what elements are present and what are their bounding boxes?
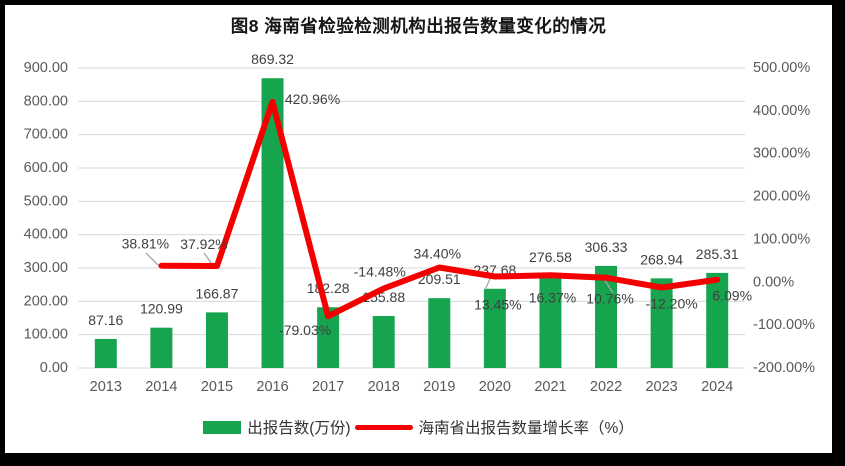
line-value-label: 34.40% <box>414 246 461 262</box>
chart-plot: 0.00 100.00 200.00 300.00 400.00 500.00 600.00… <box>24 51 816 395</box>
bar <box>261 78 284 368</box>
line-value-label: 420.96% <box>285 91 340 107</box>
chart-canvas: 图8 海南省检验检测机构出报告数量变化的情况 0.00 100.00 200.00 3… <box>5 5 832 453</box>
label-leader-line <box>203 252 213 265</box>
x-axis-label: 2021 <box>534 379 566 395</box>
x-axis-label: 2016 <box>256 379 288 395</box>
line-series-swatch-icon <box>354 424 413 430</box>
x-axis-label: 2022 <box>590 379 622 395</box>
left-axis-tick: 500.00 <box>24 193 68 209</box>
right-axis-tick: -100.00% <box>753 317 815 333</box>
bar <box>483 288 506 368</box>
bar-value-label: 276.58 <box>529 249 572 265</box>
right-axis-tick: 300.00% <box>753 146 810 162</box>
chart-legend: 出报告数(万份) 海南省出报告数量增长率（%） <box>5 415 832 439</box>
bar <box>317 307 340 368</box>
left-axis-tick: 0.00 <box>40 360 68 376</box>
left-axis-tick: 800.00 <box>24 93 68 109</box>
bar <box>94 338 117 368</box>
bar <box>150 327 173 368</box>
label-leader-line <box>145 252 159 266</box>
bar <box>539 275 562 368</box>
x-axis-label: 2018 <box>368 379 400 395</box>
bar <box>706 272 729 368</box>
x-axis-label: 2019 <box>423 379 455 395</box>
bar-value-label: 166.87 <box>196 285 239 301</box>
bar <box>372 316 395 368</box>
bar-value-label: 268.94 <box>640 251 683 267</box>
bar-value-label: 306.33 <box>585 239 628 255</box>
bar-value-label: 182.28 <box>307 280 350 296</box>
left-axis-tick: 200.00 <box>24 293 68 309</box>
line-value-label: -14.48% <box>354 263 406 279</box>
bar-value-label: 869.32 <box>251 51 294 67</box>
line-value-label: -79.03% <box>279 322 331 338</box>
left-axis-tick: 100.00 <box>24 327 68 343</box>
x-axis-label: 2023 <box>645 379 677 395</box>
label-leader-line <box>603 278 614 294</box>
bar <box>428 298 451 368</box>
bar-value-label: 209.51 <box>418 271 461 287</box>
bar-value-label: 120.99 <box>140 301 183 317</box>
line-value-label: 13.45% <box>474 297 521 313</box>
x-axis-label: 2013 <box>90 379 122 395</box>
x-axis-label: 2015 <box>201 379 233 395</box>
right-axis-tick: 0.00% <box>753 274 794 290</box>
left-axis-tick: 300.00 <box>24 260 68 276</box>
bar <box>205 312 228 368</box>
bar-value-label: 87.16 <box>88 312 123 328</box>
bar-series-swatch-icon <box>203 420 242 434</box>
x-axis-label: 2017 <box>312 379 344 395</box>
x-axis-label: 2024 <box>701 379 733 395</box>
left-axis-tick: 700.00 <box>24 127 68 143</box>
legend-item-line: 海南省出报告数量增长率（%） <box>354 416 634 438</box>
legend-label-line: 海南省出报告数量增长率（%） <box>418 420 634 437</box>
line-value-label: 6.09% <box>712 288 752 304</box>
right-axis-tick: 400.00% <box>753 103 810 119</box>
line-value-label: 10.76% <box>586 291 633 307</box>
right-axis-tick: 200.00% <box>753 189 810 205</box>
right-axis-tick: -200.00% <box>753 360 815 376</box>
legend-label-bars: 出报告数(万份) <box>247 420 351 437</box>
x-axis-label: 2014 <box>145 379 177 395</box>
growth-rate-line <box>158 98 721 320</box>
right-axis-tick: 100.00% <box>753 231 810 247</box>
bar <box>650 278 673 368</box>
chart-title: 图8 海南省检验检测机构出报告数量变化的情况 <box>230 16 607 36</box>
x-axis-label: 2020 <box>479 379 511 395</box>
legend-item-bars: 出报告数(万份) <box>203 416 351 438</box>
left-axis-tick: 600.00 <box>24 160 68 176</box>
bar-value-label: 285.31 <box>696 246 739 262</box>
line-value-label: 16.37% <box>529 289 576 305</box>
line-value-label: 38.81% <box>122 236 169 252</box>
right-axis-tick: 500.00% <box>753 60 810 76</box>
left-axis-tick: 900.00 <box>24 60 68 76</box>
left-axis-tick: 400.00 <box>24 227 68 243</box>
line-value-label: 37.92% <box>180 236 227 252</box>
line-value-label: -12.20% <box>646 296 698 312</box>
